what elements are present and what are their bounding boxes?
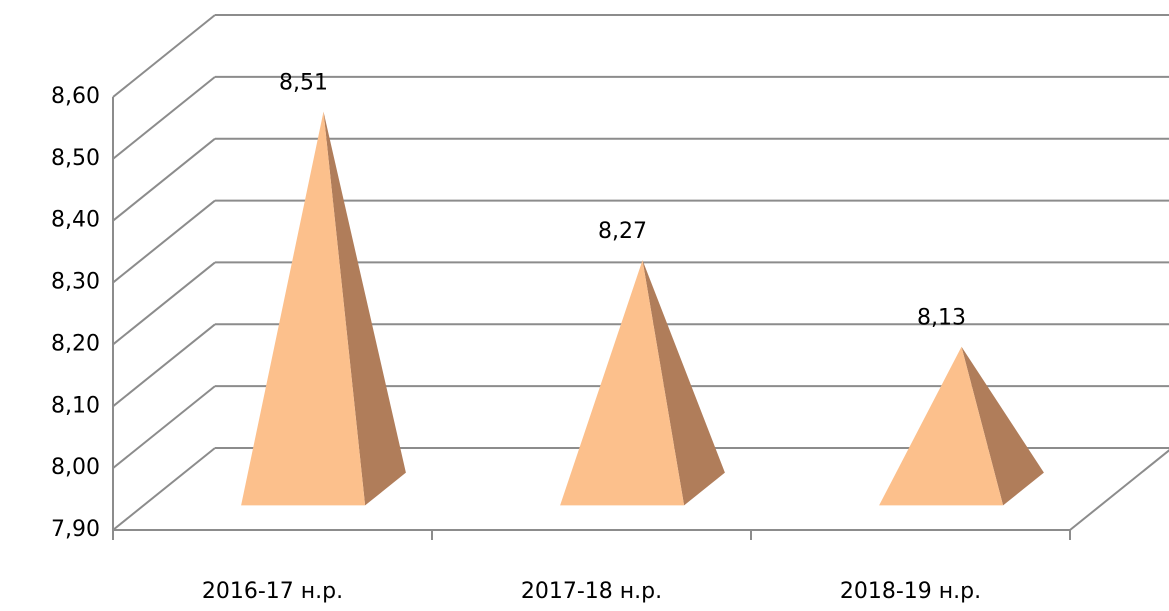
x-tick-label: 2016-17 н.р. [202,579,343,604]
x-tick-label: 2017-18 н.р. [521,579,662,604]
grid-line [112,137,216,222]
x-tick-label: 2018-19 н.р. [840,579,981,604]
y-tick-label: 8,30 [51,270,100,295]
grid-line [112,447,216,531]
pyramid-side [323,111,406,506]
value-label: 8,27 [598,219,647,244]
grid-line [112,76,216,160]
y-tick-label: 8,50 [51,146,100,171]
value-label: 8,51 [279,71,328,96]
grid-line [112,385,216,469]
pyramid-front [879,346,1004,506]
y-tick-label: 8,60 [51,84,100,109]
grid-line [112,261,216,346]
grid-line [112,323,216,408]
y-tick-label: 8,40 [51,208,100,233]
pyramid-side [961,346,1044,506]
grid-line [112,199,216,284]
value-label: 8,13 [917,306,966,331]
y-tick-label: 7,90 [51,517,100,542]
y-tick-label: 8,00 [51,455,100,480]
y-tick-label: 8,10 [51,393,100,418]
grid-line [112,14,216,98]
pyramid-front [241,111,366,506]
pyramid-side [642,260,725,506]
pyramid-front [560,260,685,506]
floor-edge [1069,449,1169,531]
y-tick-label: 8,20 [51,331,100,356]
